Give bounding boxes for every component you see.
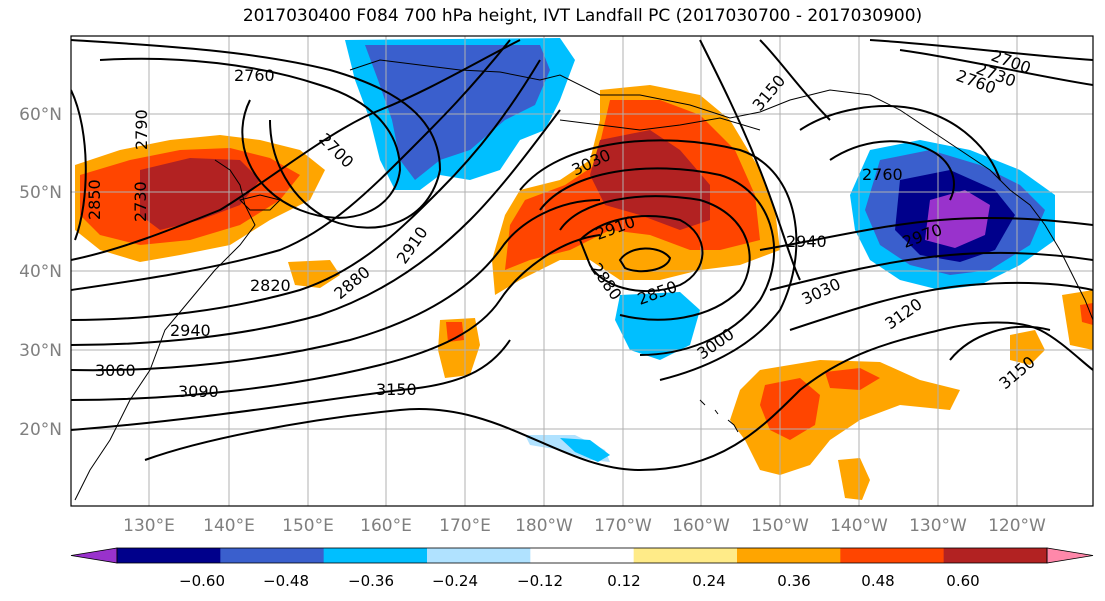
coastlines <box>74 59 1093 501</box>
graticule <box>71 36 1093 506</box>
lon-label: 140°W <box>830 516 888 536</box>
colorbar-segment <box>530 548 635 563</box>
lat-label: 60°N <box>19 105 62 125</box>
colorbar-tick-label: −0.36 <box>348 572 394 590</box>
colorbar <box>70 547 1094 564</box>
contour-label: 3060 <box>95 361 136 380</box>
lon-label: 160°E <box>360 516 412 536</box>
contour-label: 2760 <box>862 165 903 184</box>
lat-label: 50°N <box>19 183 62 203</box>
longitude-labels: 130°E 140°E 150°E 160°E 170°E 180°W 170°… <box>123 516 1046 536</box>
lon-label: 170°W <box>594 516 652 536</box>
colorbar-tick-label: −0.24 <box>432 572 478 590</box>
ivt-positive-region <box>838 458 870 500</box>
contour-label: 2820 <box>250 276 291 295</box>
colorbar-outline <box>116 547 1048 564</box>
ivt-positive-region <box>1010 330 1045 365</box>
colorbar-segment <box>117 548 221 563</box>
lat-label: 30°N <box>19 341 62 361</box>
contour-label: 2730 <box>131 181 150 222</box>
lon-label: 150°W <box>751 516 809 536</box>
colorbar-tick-label: −0.60 <box>179 572 225 590</box>
colorbar-tick-label: −0.12 <box>517 572 563 590</box>
lon-label: 150°E <box>282 516 334 536</box>
colorbar-segment <box>737 548 841 563</box>
ivt-positive-region <box>446 322 464 342</box>
lon-label: 120°W <box>988 516 1046 536</box>
lat-label: 20°N <box>19 420 62 440</box>
colorbar-segment <box>840 548 945 563</box>
ivt-positive-region <box>288 260 340 288</box>
ivt-positive-region <box>1080 303 1093 325</box>
lon-label: 180°W <box>515 516 573 536</box>
ivt-negative-region <box>615 292 700 360</box>
contour-label: 2790 <box>132 109 151 150</box>
height-contours <box>71 39 1093 472</box>
colorbar-tick-label: −0.48 <box>263 572 309 590</box>
colorbar-segment <box>323 548 428 563</box>
colorbar-tick-label: 0.36 <box>777 572 810 590</box>
colorbar-segment <box>633 548 738 563</box>
lat-label: 40°N <box>19 262 62 282</box>
colorbar-tick-label: 0.24 <box>692 572 725 590</box>
ivt-positive-region <box>590 130 710 230</box>
ivt-positive-region <box>825 368 880 390</box>
contour-label: 2940 <box>170 321 211 340</box>
colorbar-tick-label: 0.48 <box>861 572 894 590</box>
colorbar-ticks: −0.60 −0.48 −0.36 −0.24 −0.12 0.12 0.24 … <box>179 572 980 590</box>
ivt-positive-region <box>140 158 260 230</box>
colorbar-segment <box>220 548 325 563</box>
colorbar-segment <box>943 548 1048 563</box>
colorbar-extend-high <box>1046 547 1094 564</box>
colorbar-tick-label: 0.60 <box>946 572 979 590</box>
contour-label: 3090 <box>178 382 219 401</box>
colorbar-tick-label: 0.12 <box>607 572 640 590</box>
map-frame <box>70 35 1094 507</box>
lon-label: 170°E <box>439 516 491 536</box>
contour-label: 3150 <box>376 380 417 399</box>
contour-label: 2760 <box>234 66 275 85</box>
lon-label: 140°E <box>203 516 255 536</box>
latitude-labels: 60°N 50°N 40°N 30°N 20°N <box>19 105 62 440</box>
ivt-negative-region <box>365 45 550 180</box>
lon-label: 130°W <box>909 516 967 536</box>
figure-title: 2017030400 F084 700 hPa height, IVT Land… <box>242 6 923 26</box>
lon-label: 130°E <box>123 516 175 536</box>
lon-label: 160°W <box>672 516 730 536</box>
contour-label: 2940 <box>786 232 827 251</box>
colorbar-extend-low <box>70 547 118 564</box>
colorbar-segment <box>427 548 531 563</box>
contour-label: 2850 <box>85 179 104 220</box>
ivt-negative-region <box>560 438 610 462</box>
ivt-positive-region <box>760 378 820 440</box>
